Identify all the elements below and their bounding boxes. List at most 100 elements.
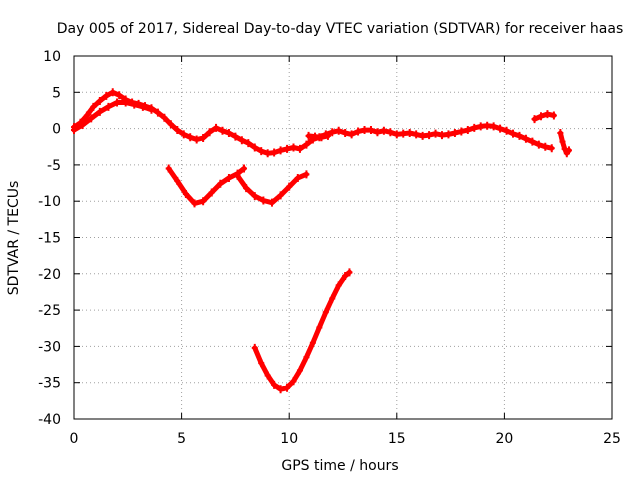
y-tick-label: -40 [38, 412, 61, 428]
data-point [531, 115, 538, 124]
y-axis-label: SDTVAR / TECUs [6, 181, 22, 296]
x-tick-label: 10 [280, 431, 298, 447]
data-point [296, 144, 303, 153]
data-point [380, 126, 387, 135]
data-point [346, 268, 353, 277]
data-point [329, 128, 336, 137]
data-point [324, 131, 331, 140]
data-point [335, 281, 342, 290]
y-tick-label: -20 [38, 267, 61, 283]
data-point [286, 182, 293, 191]
y-tick-label: -30 [38, 339, 61, 355]
data-point [232, 132, 239, 141]
data-point [103, 91, 110, 100]
data-point [241, 164, 248, 173]
data-point [290, 143, 297, 152]
data-point [312, 132, 319, 141]
data-point [225, 128, 232, 137]
y-tick-label: 5 [52, 85, 61, 101]
series-line [252, 269, 352, 392]
data-point [234, 171, 241, 180]
data-point [243, 184, 250, 193]
x-tick-label: 5 [177, 431, 186, 447]
data-point [264, 371, 271, 380]
data-point [309, 338, 316, 347]
data-point [406, 128, 413, 137]
data-point [464, 126, 471, 135]
series-dip-a [165, 164, 248, 208]
data-point [451, 128, 458, 137]
data-point [484, 121, 491, 130]
data-point [522, 134, 529, 143]
series-line [306, 133, 331, 140]
data-point [167, 120, 174, 129]
data-point [245, 139, 252, 148]
series-line [532, 111, 557, 122]
data-point [79, 120, 86, 129]
data-point [490, 122, 497, 131]
data-point [561, 144, 568, 153]
data-point [348, 130, 355, 139]
data-point [174, 176, 181, 185]
data-point [537, 112, 544, 121]
data-point [213, 123, 220, 132]
data-point [88, 114, 95, 123]
data-point [367, 126, 374, 135]
data-point [516, 131, 523, 140]
data-point [193, 135, 200, 144]
data-point [96, 97, 103, 106]
x-tick-label: 20 [495, 431, 513, 447]
data-point [217, 179, 224, 188]
data-point [200, 134, 207, 143]
data-point [542, 142, 549, 151]
x-tick-label: 0 [70, 431, 79, 447]
data-point [271, 148, 278, 157]
y-tick-label: -10 [38, 194, 61, 210]
data-point [200, 197, 207, 206]
data-point [290, 377, 297, 386]
data-point [400, 129, 407, 138]
data-point [264, 149, 271, 158]
data-point [109, 88, 116, 97]
data-point [374, 128, 381, 137]
data-point [116, 91, 123, 100]
data-point [548, 144, 555, 153]
data-point [277, 385, 284, 394]
chart-title: Day 005 of 2017, Sidereal Day-to-day VTE… [57, 21, 624, 37]
data-point [251, 143, 258, 152]
data-point [557, 128, 564, 137]
data-point [294, 173, 301, 182]
data-point [105, 102, 112, 111]
y-tick-label: 10 [43, 49, 61, 65]
data-point [322, 308, 329, 317]
data-point [284, 383, 291, 392]
data-point [165, 164, 172, 173]
series-line [166, 166, 247, 206]
data-point [131, 100, 138, 109]
data-point [535, 140, 542, 149]
data-point [208, 188, 215, 197]
data-point [355, 127, 362, 136]
series-dip-b [234, 170, 310, 207]
data-point [305, 131, 312, 140]
data-point [251, 343, 258, 352]
data-point [258, 359, 265, 368]
data-point [413, 130, 420, 139]
data-point [284, 144, 291, 153]
data-point [432, 129, 439, 138]
x-axis-label: GPS time / hours [281, 458, 398, 474]
data-point [529, 137, 536, 146]
data-point [497, 124, 504, 133]
y-tick-label: -15 [38, 231, 61, 247]
data-point [361, 126, 368, 135]
data-point [477, 122, 484, 131]
data-point [277, 191, 284, 200]
x-tick-label: 25 [603, 431, 621, 447]
data-point [342, 128, 349, 137]
data-point [114, 98, 121, 107]
data-point [393, 130, 400, 139]
data-point [303, 353, 310, 362]
series-layer [71, 88, 572, 394]
data-point [503, 126, 510, 135]
